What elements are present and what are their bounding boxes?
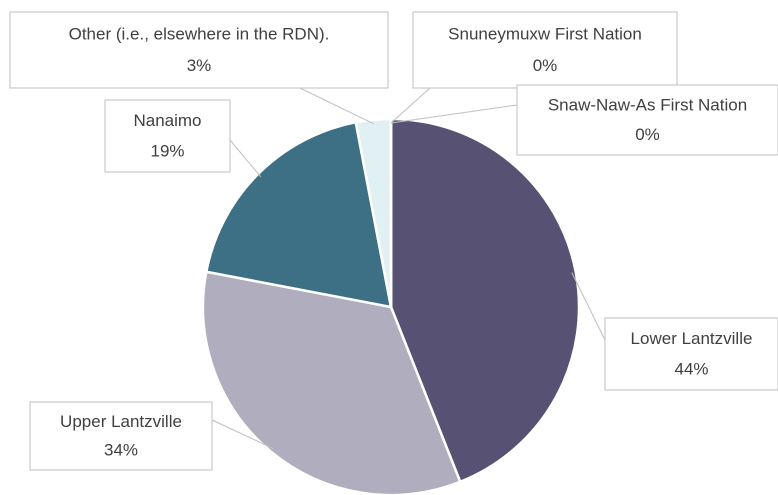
slice-label: Upper Lantzville: [60, 412, 182, 431]
leader-line: [571, 272, 606, 341]
leader-line: [299, 87, 374, 125]
slice-value-label: 19%: [150, 141, 184, 160]
pie-slice: [389, 117, 581, 484]
slice-value-label: 3%: [187, 56, 212, 75]
slice-label: Snuneymuxw First Nation: [448, 24, 642, 43]
slice-value-label: 0%: [533, 56, 558, 75]
leader-line: [390, 87, 431, 124]
slice-label: Lower Lantzville: [631, 329, 753, 348]
label-box: [412, 11, 678, 89]
slice-value-label: 44%: [674, 359, 708, 378]
slice-value-label: 34%: [104, 440, 138, 459]
label-box: [9, 11, 389, 89]
leader-line: [390, 104, 518, 124]
label-box: [604, 317, 778, 391]
leader-line: [211, 419, 274, 450]
label-box: [104, 99, 231, 173]
slice-label: Other (i.e., elsewhere in the RDN).: [69, 24, 330, 43]
label-box: [29, 401, 213, 471]
pie-slice: [201, 270, 462, 495]
slice-label: Nanaimo: [133, 111, 201, 130]
label-box: [516, 84, 778, 156]
leader-line: [229, 139, 262, 178]
slice-value-label: 0%: [635, 125, 660, 144]
slice-label: Snaw-Naw-As First Nation: [548, 95, 747, 114]
